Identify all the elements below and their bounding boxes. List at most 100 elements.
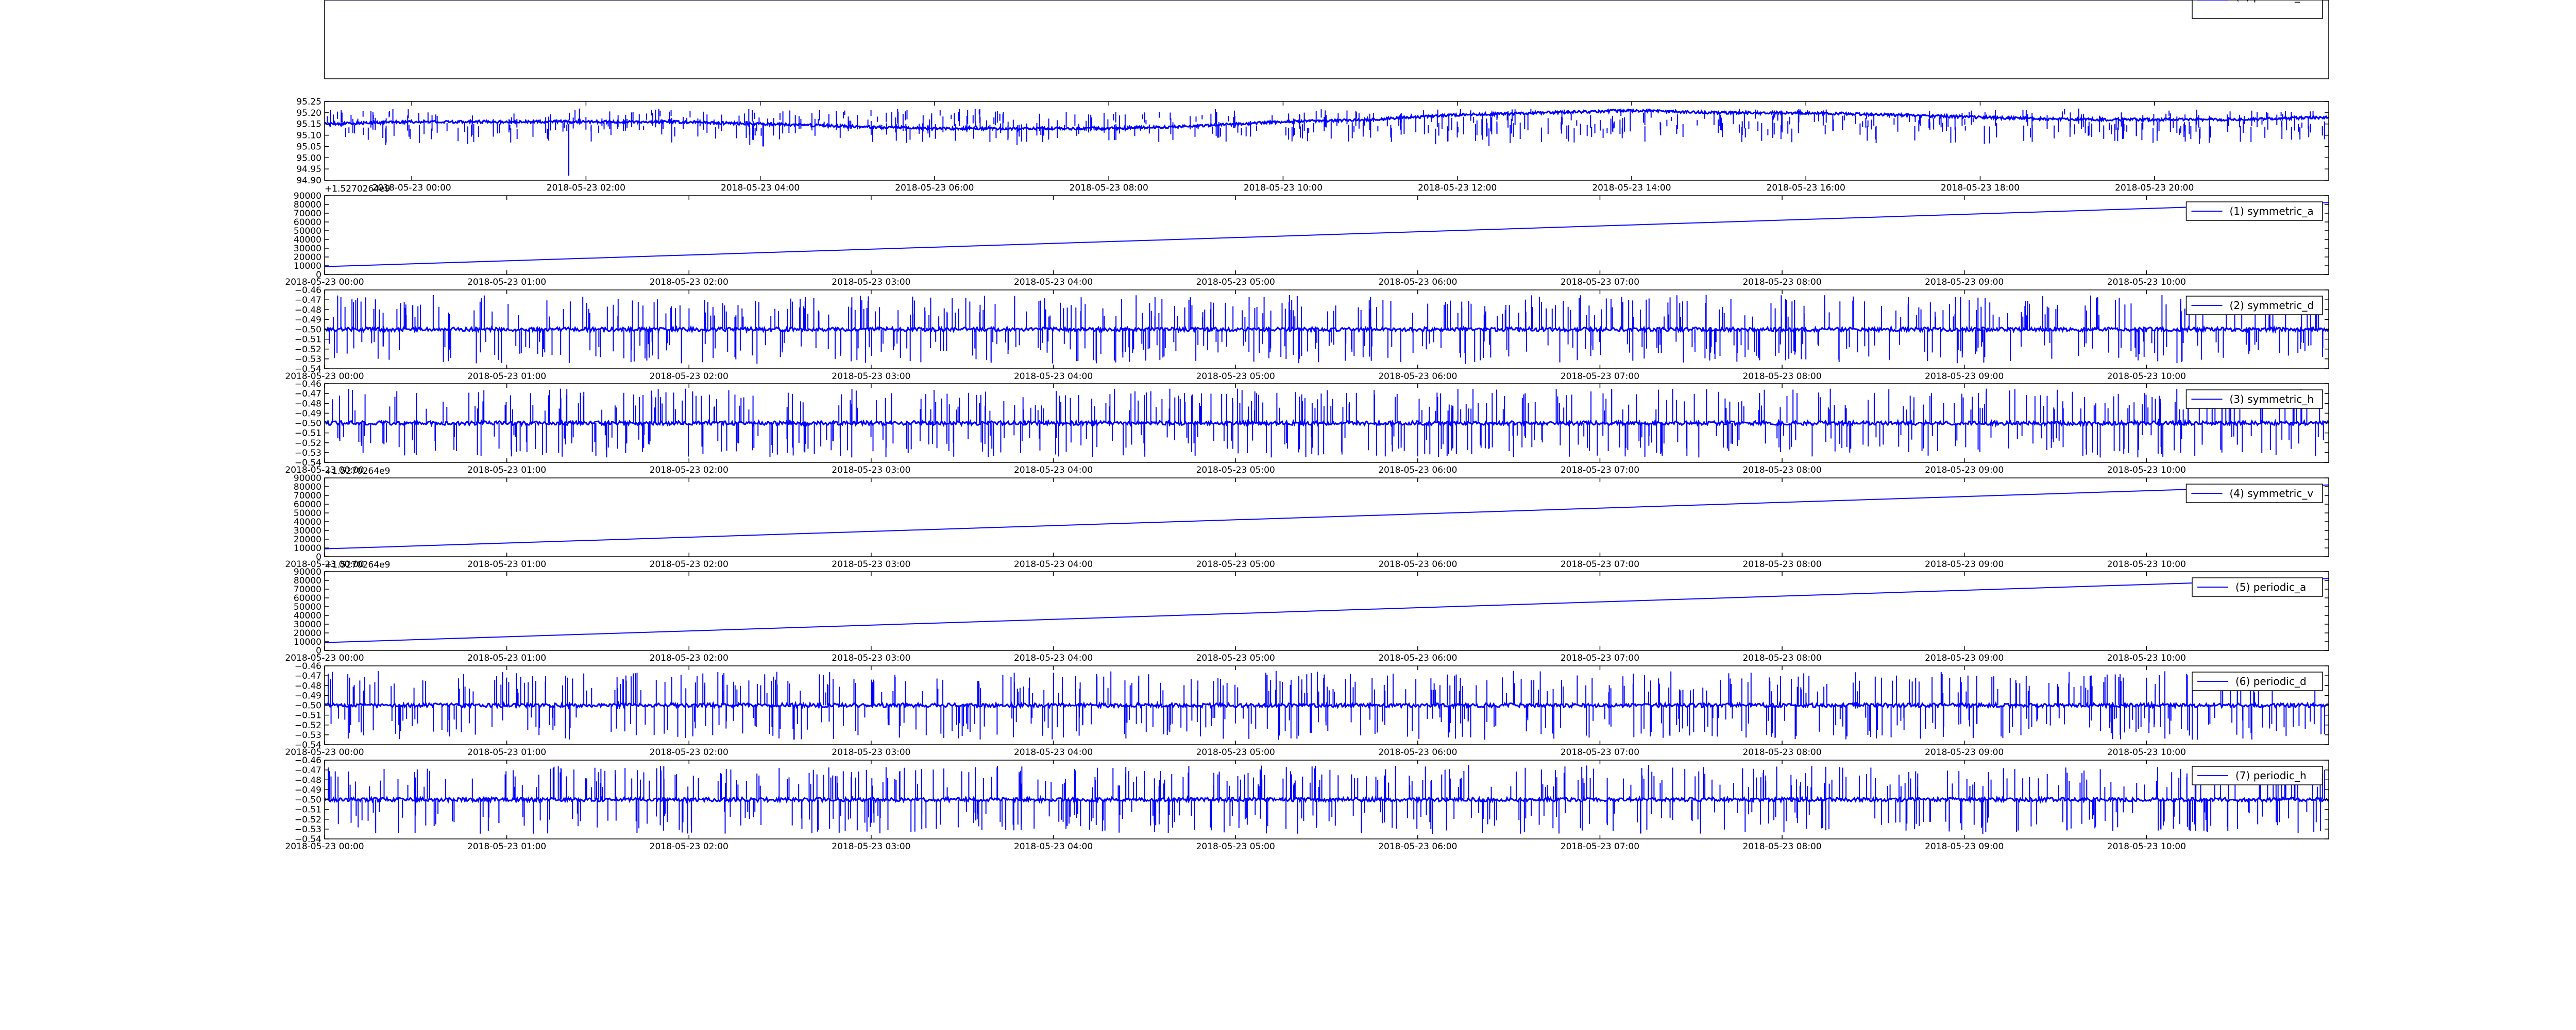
x-tick-label: 2018-05-23 05:00 (1196, 277, 1275, 287)
x-tick-label: 2018-05-23 03:00 (832, 371, 910, 382)
x-tick-label: 2018-05-23 00:00 (285, 277, 364, 287)
legend-label: (2) symmetric_d (2230, 299, 2314, 312)
x-tick-label: 2018-05-23 01:00 (467, 371, 546, 382)
x-tick-label: 2018-05-23 10:00 (2107, 465, 2186, 475)
series-line (325, 484, 2329, 550)
trace-group (325, 671, 2329, 740)
x-tick-label: 2018-05-23 01:00 (467, 559, 546, 570)
series-spikes (328, 671, 2325, 740)
y-tick-label: 20000 (294, 0, 321, 3)
axes-frame (324, 195, 2329, 275)
x-tick-label: 2018-05-23 00:00 (285, 0, 364, 3)
y-tick-label: 70000 (294, 209, 321, 219)
x-tick-label: 2018-05-23 03:00 (832, 653, 910, 663)
y-tick-label: 50000 (294, 508, 321, 519)
y-tick-label: −0.52 (295, 815, 321, 825)
x-tick-label: 2018-05-23 08:00 (1742, 277, 1821, 287)
x-tick-label: 2018-05-23 04:00 (1014, 559, 1093, 570)
x-tick-label: 2018-05-23 08:00 (1742, 559, 1821, 570)
y-tick-label: −0.54 (295, 740, 321, 750)
x-tick-label: 2018-05-23 00:00 (285, 371, 364, 382)
y-tick-label: 80000 (294, 482, 321, 492)
x-tick-label: 2018-05-23 06:00 (1378, 371, 1457, 382)
legend-label: (4) symmetric_v (2230, 487, 2314, 500)
y-tick-label: 20000 (294, 628, 321, 639)
x-tick-label: 2018-05-23 04:00 (1014, 842, 1093, 852)
x-tick-label: 2018-05-23 08:00 (1742, 465, 1821, 475)
x-tick-label: 2018-05-23 05:00 (1196, 559, 1275, 570)
legend: (2) symmetric_d (2185, 296, 2323, 315)
x-tick-label: 2018-05-23 03:00 (832, 277, 910, 287)
y-tick-label: −0.49 (295, 691, 321, 701)
y-tick-label: 95.10 (296, 131, 321, 141)
y-tick-label: −0.54 (295, 364, 321, 374)
y-offset-text: +1.5270264e9 (325, 466, 390, 476)
x-tick-label: 2018-05-23 04:00 (1014, 0, 1093, 3)
y-tick-label: −0.48 (295, 399, 321, 409)
y-tick-label: 80000 (294, 200, 321, 210)
legend: (6) periodic_d (2192, 672, 2323, 691)
y-tick-label: 40000 (294, 235, 321, 245)
x-tick-label: 2018-05-23 08:00 (1070, 183, 1148, 193)
x-tick-label: 2018-05-23 00:00 (285, 653, 364, 663)
trace-group (325, 202, 2329, 267)
y-tick-label: 0 (316, 0, 321, 3)
x-tick-label: 2018-05-23 07:00 (1561, 559, 1639, 570)
series-spikes (329, 295, 2324, 364)
legend: (7) periodic_h (2192, 766, 2323, 785)
x-tick-label: 2018-05-23 09:00 (1925, 842, 2004, 852)
y-tick-label: −0.51 (295, 711, 321, 721)
x-tick-label: 2018-05-23 09:00 (1925, 371, 2004, 382)
series-spikes (332, 388, 2324, 458)
y-tick-label: −0.46 (295, 756, 321, 766)
x-tick-label: 2018-05-23 10:00 (1244, 183, 1323, 193)
x-tick-label: 2018-05-23 06:00 (1378, 653, 1457, 663)
x-tick-label: 2018-05-23 03:00 (832, 747, 910, 758)
y-tick-label: 60000 (294, 217, 321, 228)
x-tick-label: 2018-05-23 01:00 (467, 747, 546, 758)
x-tick-label: 2018-05-23 18:00 (1941, 183, 2020, 193)
x-tick-label: 2018-05-23 02:00 (650, 0, 728, 3)
x-tick-label: 2018-05-23 08:00 (1742, 653, 1821, 663)
x-tick-label: 2018-05-23 05:00 (1196, 371, 1275, 382)
x-tick-label: 2018-05-23 02:00 (650, 653, 728, 663)
y-tick-label: −0.47 (295, 671, 321, 681)
legend-label: (3) symmetric_h (2230, 393, 2314, 405)
panels: 95.2595.2095.1595.1095.0595.0094.9594.90… (285, 0, 2329, 852)
y-tick-label: 95.15 (296, 119, 321, 130)
x-tick-label: 2018-05-23 07:00 (1561, 653, 1639, 663)
y-tick-label: 90000 (294, 473, 321, 484)
x-tick-label: 2018-05-23 05:00 (1196, 747, 1275, 758)
trace-group (325, 578, 2329, 643)
y-tick-label: −0.48 (295, 681, 321, 691)
x-tick-label: 2018-05-23 10:00 (2107, 653, 2186, 663)
x-tick-label: 2018-05-23 10:00 (2107, 842, 2186, 852)
y-tick-label: −0.53 (295, 825, 321, 835)
x-tick-label: 2018-05-23 04:00 (1014, 653, 1093, 663)
x-tick-label: 2018-05-23 14:00 (1592, 183, 1671, 193)
y-tick-label: 30000 (294, 620, 321, 630)
axes-frame (324, 571, 2329, 651)
x-tick-label: 2018-05-23 03:00 (832, 842, 910, 852)
x-tick-label: 2018-05-23 02:00 (650, 842, 728, 852)
legend-label: (7) periodic_h (2235, 769, 2307, 782)
series-line (325, 795, 2329, 804)
x-tick-label: 2018-05-23 02:00 (650, 277, 728, 287)
legend: (3) symmetric_h (2185, 389, 2323, 409)
axes-frame (324, 0, 2329, 79)
x-tick-label: 2018-05-23 04:00 (1014, 277, 1093, 287)
x-tick-label: 2018-05-23 08:00 (1742, 0, 1821, 3)
x-tick-label: 2018-05-23 10:00 (2107, 371, 2186, 382)
x-tick-label: 2018-05-23 08:00 (1742, 747, 1821, 758)
y-tick-label: 70000 (294, 585, 321, 595)
y-tick-label: −0.48 (295, 775, 321, 785)
y-tick-label: 10000 (294, 637, 321, 647)
chart-panel-1: 95.2595.2095.1595.1095.0595.0094.9594.90… (296, 97, 2329, 193)
x-tick-label: 2018-05-23 09:00 (1925, 277, 2004, 287)
y-tick-label: 94.90 (296, 176, 321, 186)
y-tick-label: −0.52 (295, 438, 321, 449)
legend: (1) symmetric_a (2185, 201, 2323, 221)
y-tick-label: 95.00 (296, 153, 321, 163)
x-tick-label: 2018-05-23 10:00 (2107, 747, 2186, 758)
